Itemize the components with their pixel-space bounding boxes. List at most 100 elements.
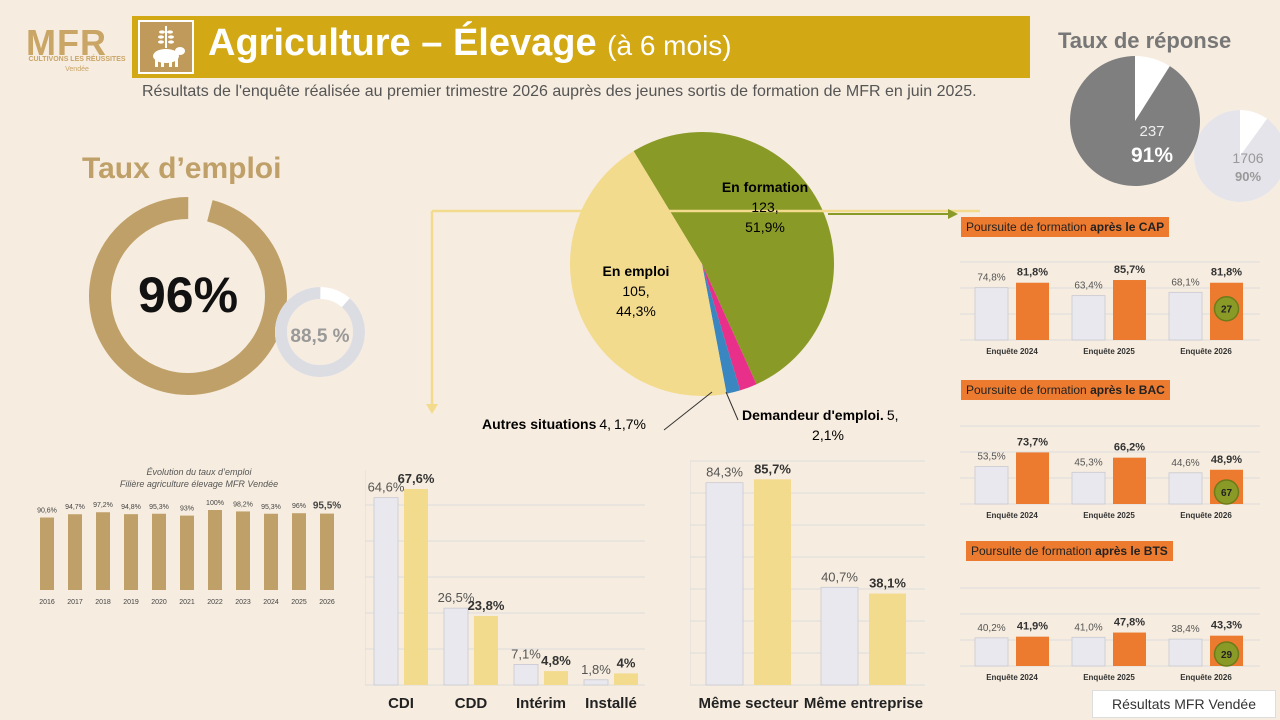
- evolution-value-label: 96%: [292, 503, 306, 510]
- evolution-value-label: 93%: [180, 506, 194, 513]
- category-label: Même secteur: [698, 695, 798, 712]
- evolution-value-label: 94,7%: [65, 504, 85, 511]
- bar-value-label: 7,1%: [511, 646, 541, 661]
- evolution-year-label: 2019: [123, 599, 139, 606]
- bar-value-label: 23,8%: [468, 598, 505, 613]
- category-label: Enquête 2025: [1083, 511, 1135, 520]
- pie-slice-emploi: [570, 151, 727, 396]
- category-label: Installé: [585, 695, 637, 712]
- title-banner: [132, 16, 1030, 78]
- bar-value-label: 67,6%: [398, 471, 435, 486]
- count-badge: [1213, 295, 1240, 322]
- bar-current: [1113, 280, 1146, 340]
- pie-label-autres-pct: 1,7%: [614, 416, 646, 432]
- evolution-value-label: 94,8%: [121, 504, 141, 511]
- category-label: Enquête 2025: [1083, 347, 1135, 356]
- pie-label-demandeur-name: Demandeur d'emploi.: [742, 407, 884, 423]
- bar-current: [754, 479, 791, 685]
- poursuite-bac-prefix: Poursuite de formation: [966, 383, 1091, 397]
- evolution-year-label: 2016: [39, 599, 55, 606]
- bar-value-label: 38,4%: [1171, 624, 1199, 635]
- poursuite-bac-bold: après le BAC: [1090, 383, 1165, 397]
- poursuite-bts-prefix: Poursuite de formation: [971, 544, 1096, 558]
- connector-formation-arrow: [948, 209, 958, 219]
- category-label: CDD: [455, 695, 488, 712]
- evolution-value-label: 95,3%: [261, 504, 281, 511]
- pie-label-autres: Autres situations 4, 1,7%: [482, 416, 646, 432]
- category-label: CDI: [388, 695, 414, 712]
- sector-bars: 84,3% 85,7% Même secteur 40,7% 38,1% Même ent…: [698, 461, 923, 712]
- mfr-count: 237: [1139, 123, 1164, 140]
- leader-autres: [663, 391, 713, 431]
- bar-current: [1113, 457, 1146, 504]
- taux-emploi-heading: Taux d’emploi: [82, 152, 282, 185]
- bar-value-label: 44,6%: [1171, 458, 1199, 469]
- bar-current: [1016, 452, 1049, 504]
- bar-previous: [1168, 472, 1203, 505]
- bar-current: [869, 593, 906, 685]
- evolution-bar: [152, 513, 166, 590]
- all-count: 1706: [1232, 150, 1263, 166]
- poursuite-bts-bold: après le BTS: [1095, 544, 1168, 558]
- category-label: Intérim: [516, 695, 566, 712]
- bar-previous: [974, 287, 1009, 341]
- evolution-bar: [180, 515, 194, 590]
- bar-previous: [1071, 295, 1106, 341]
- footer-label: Résultats MFR Vendée: [1092, 690, 1276, 718]
- pie-label-demandeur: Demandeur d'emploi. 5,: [742, 407, 899, 423]
- bar-value-label: 66,2%: [1114, 442, 1145, 454]
- category-label: Même entreprise: [804, 695, 923, 712]
- bar-current: [544, 671, 568, 685]
- evolution-year-label: 2025: [291, 599, 307, 606]
- category-label: Enquête 2024: [986, 347, 1038, 356]
- pie-pct-demandeur: 2,1%: [812, 427, 844, 443]
- pie-slice-autres: [702, 264, 741, 394]
- bar-value-label: 85,7%: [754, 461, 791, 476]
- all-pct: 90%: [1235, 169, 1261, 184]
- bar-previous: [1071, 471, 1106, 505]
- pie-slice-formation: [633, 132, 834, 385]
- taux-emploi-donuts: 96% 88,5 %: [89, 197, 365, 395]
- evolution-bar: [68, 514, 82, 590]
- bar-value-label: 40,2%: [977, 623, 1005, 634]
- bar-previous: [1168, 291, 1203, 341]
- bar-value-label: 41,9%: [1017, 621, 1048, 633]
- bar-current: [614, 673, 638, 685]
- cow-and-wheat-icon: [138, 20, 194, 74]
- bar-value-label: 64,6%: [368, 480, 405, 495]
- leader-demandeur: [725, 391, 739, 421]
- evolution-bar: [264, 513, 278, 590]
- bar-previous: [1071, 636, 1106, 667]
- poursuite-bac-chart: 53,5% 73,7% Enquête 2024 45,3% 66,2% Enquête …: [960, 425, 1260, 520]
- bar-value-label: 38,1%: [869, 576, 906, 591]
- bar-previous: [513, 664, 539, 686]
- pie-label-demandeur-count: 5,: [887, 407, 899, 423]
- evolution-bar: [40, 517, 54, 590]
- bar-value-label: 84,3%: [706, 465, 743, 480]
- bar-value-label: 85,7%: [1114, 264, 1145, 276]
- sector-chart: 84,3% 85,7% Même secteur 40,7% 38,1% Même ent…: [690, 460, 925, 712]
- bar-current: [474, 615, 498, 685]
- evolution-value-label: 95,5%: [313, 501, 341, 512]
- bar-previous: [705, 482, 744, 686]
- evolution-year-label: 2026: [319, 599, 335, 606]
- evolution-year-label: 2023: [235, 599, 251, 606]
- bar-previous: [974, 466, 1009, 505]
- pie-slice-demandeur: [702, 264, 757, 391]
- evolution-year-label: 2017: [67, 599, 83, 606]
- pie-slices: [570, 132, 834, 396]
- bar-value-label: 4,8%: [541, 653, 571, 668]
- evolution-bar: [96, 512, 110, 590]
- category-label: Enquête 2026: [1180, 511, 1232, 520]
- count-badge: [1213, 479, 1240, 505]
- category-label: Enquête 2026: [1180, 673, 1232, 682]
- logo-text: MFR: [26, 22, 107, 63]
- evolution-chart: Évolution du taux d’emploi Filière agric…: [37, 467, 341, 606]
- bar-previous: [583, 679, 609, 686]
- pie-count-formation: 123,: [751, 199, 778, 215]
- bar-current: [1016, 282, 1049, 340]
- category-label: Enquête 2024: [986, 673, 1038, 682]
- previous-ring: [275, 287, 365, 377]
- poursuite-cap-title: Poursuite de formation après le CAP: [961, 217, 1170, 237]
- title-suffix: (à 6 mois): [607, 30, 732, 61]
